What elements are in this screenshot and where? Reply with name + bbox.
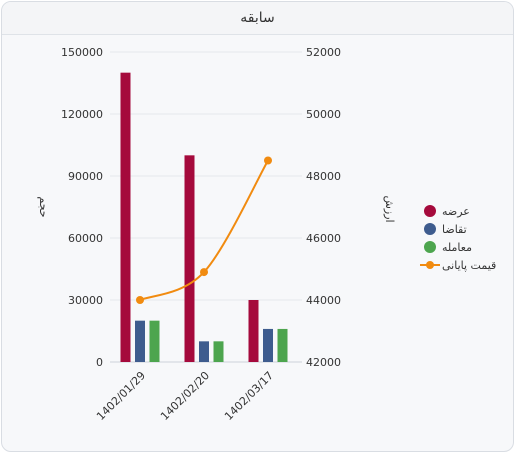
x-tick-label: 1402/03/17 bbox=[222, 369, 276, 423]
bar-عرضه bbox=[184, 155, 195, 362]
bar-تقاضا bbox=[263, 328, 273, 362]
y-right-tick-label: 52000 bbox=[306, 46, 341, 59]
legend-marker bbox=[424, 205, 436, 217]
panel-header: سابقه bbox=[2, 2, 513, 35]
y-right-tick-label: 48000 bbox=[306, 170, 341, 183]
panel-title: سابقه bbox=[240, 10, 275, 26]
bar-معامله bbox=[213, 341, 224, 362]
y-left-tick-label: 150000 bbox=[61, 46, 103, 59]
legend-marker bbox=[426, 261, 434, 269]
bar-معامله bbox=[149, 320, 160, 362]
line-point bbox=[136, 296, 144, 304]
line-قیمت پایانی bbox=[139, 160, 269, 301]
history-chart: 0 30000 60000 90000 120000 150000 42000 44000 46… bbox=[37, 46, 496, 423]
y-left-tick-label: 90000 bbox=[68, 170, 103, 183]
line-point bbox=[200, 268, 208, 277]
y-right-tick-label: 50000 bbox=[306, 108, 341, 121]
y-left-tick-label: 60000 bbox=[68, 232, 103, 245]
bar-تقاضا bbox=[199, 341, 209, 362]
line-point bbox=[264, 156, 272, 165]
y-left-tick-label: 120000 bbox=[61, 108, 103, 121]
legend-label: معامله bbox=[442, 241, 472, 254]
y-left-axis-title: حجم bbox=[37, 196, 50, 217]
legend-label: تقاضا bbox=[442, 223, 467, 236]
y-left-tick-label: 30000 bbox=[68, 294, 103, 307]
bar-عرضه bbox=[120, 72, 131, 362]
x-tick-label: 1402/01/29 bbox=[94, 369, 148, 423]
y-right-tick-label: 42000 bbox=[306, 356, 341, 369]
legend-marker bbox=[424, 223, 436, 235]
legend-label: عرضه bbox=[442, 205, 470, 218]
bar-تقاضا bbox=[135, 320, 145, 362]
legend-label: قیمت پایانی bbox=[442, 259, 496, 272]
bar-معامله bbox=[277, 328, 288, 362]
y-right-axis-title: ارزش bbox=[383, 195, 396, 222]
x-tick-label: 1402/02/20 bbox=[158, 369, 212, 423]
bar-عرضه bbox=[248, 300, 259, 362]
legend-marker bbox=[424, 241, 436, 253]
y-left-tick-label: 0 bbox=[96, 356, 103, 369]
y-right-tick-label: 46000 bbox=[306, 232, 341, 245]
y-right-tick-label: 44000 bbox=[306, 294, 341, 307]
